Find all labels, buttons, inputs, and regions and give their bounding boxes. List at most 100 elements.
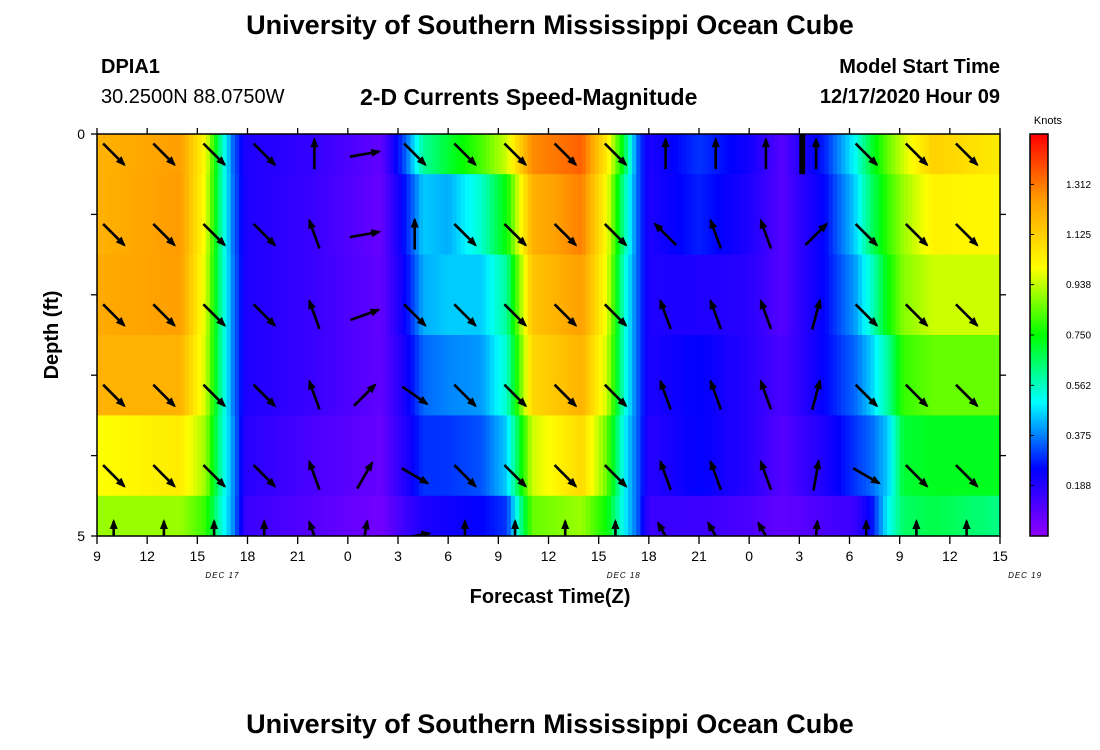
current-vector-arrow xyxy=(152,464,176,488)
heat-cell xyxy=(899,415,905,497)
vector-head xyxy=(812,137,821,148)
heat-cell xyxy=(134,415,140,497)
heat-cell xyxy=(335,134,341,175)
heat-cell xyxy=(356,495,361,536)
heat-cell xyxy=(561,335,566,416)
heat-cell xyxy=(661,254,667,336)
heat-cell xyxy=(573,134,579,175)
heat-cell xyxy=(184,134,190,175)
heat-cell xyxy=(995,415,1000,497)
heat-cell xyxy=(117,495,123,536)
heat-cell xyxy=(226,335,232,416)
heat-cell xyxy=(347,254,353,336)
heat-cell xyxy=(188,495,194,536)
heat-cell xyxy=(130,174,136,256)
heat-cell xyxy=(577,134,583,175)
current-vector-arrow xyxy=(503,464,528,488)
heat-cell xyxy=(866,415,871,497)
heat-cell xyxy=(172,335,178,416)
heat-cell xyxy=(556,134,562,175)
heat-cell xyxy=(979,134,984,175)
heat-cell xyxy=(816,335,821,416)
heat-cell xyxy=(699,495,704,536)
current-vector-arrow xyxy=(202,464,227,488)
heat-cell xyxy=(715,415,721,497)
heat-cell xyxy=(657,495,662,536)
current-vector-arrow xyxy=(954,222,979,247)
heat-cell xyxy=(765,174,771,256)
heat-cell xyxy=(828,335,834,416)
heat-cell xyxy=(711,495,717,536)
heat-cell xyxy=(494,134,499,175)
heat-cell xyxy=(398,254,403,336)
heat-cell xyxy=(598,134,604,175)
heat-cell xyxy=(874,415,880,497)
heat-cell xyxy=(632,174,637,256)
heat-cell xyxy=(197,174,203,256)
heat-cell xyxy=(673,335,679,416)
heat-cell xyxy=(828,495,834,536)
heat-cell xyxy=(456,495,462,536)
heat-cell xyxy=(176,415,182,497)
heat-cell xyxy=(285,335,290,416)
heat-cell xyxy=(908,254,913,336)
x-tick-label: 21 xyxy=(691,548,707,564)
heat-cell xyxy=(548,174,554,256)
heat-cell xyxy=(615,134,621,175)
heat-cell xyxy=(464,495,470,536)
heat-cell xyxy=(247,335,253,416)
heat-cell xyxy=(979,335,984,416)
heat-cell xyxy=(172,254,178,336)
heat-cell xyxy=(218,134,224,175)
heat-cell xyxy=(736,174,742,256)
current-vector-arrow xyxy=(854,142,879,167)
heat-cell xyxy=(410,174,416,256)
heat-cell xyxy=(920,415,926,497)
heat-cell xyxy=(749,415,754,497)
heat-cell xyxy=(519,495,525,536)
current-vector-arrow xyxy=(352,383,377,407)
heat-cell xyxy=(807,495,813,536)
heat-cell xyxy=(928,254,934,336)
heat-cell xyxy=(347,335,353,416)
vector-head xyxy=(517,156,528,167)
heat-cell xyxy=(979,415,984,497)
heat-cell xyxy=(389,134,395,175)
heat-cell xyxy=(142,254,148,336)
heat-cell xyxy=(958,254,963,336)
heat-cell xyxy=(552,415,558,497)
heat-cell xyxy=(765,335,771,416)
heat-cell xyxy=(489,134,495,175)
heat-cell xyxy=(101,134,106,175)
heat-cell xyxy=(356,415,361,497)
heat-cell xyxy=(260,174,265,256)
heat-cell xyxy=(163,134,169,175)
heat-cell xyxy=(678,134,683,175)
heat-cell xyxy=(109,134,115,175)
heat-cell xyxy=(540,495,545,536)
heat-cell xyxy=(519,415,525,497)
heat-cell xyxy=(569,174,575,256)
heat-cell xyxy=(774,415,780,497)
heat-cell xyxy=(811,254,817,336)
heat-cell xyxy=(431,335,437,416)
vector-head xyxy=(416,317,427,327)
heat-cell xyxy=(836,254,842,336)
heat-cell xyxy=(339,134,345,175)
heat-cell xyxy=(878,254,884,336)
heat-cell xyxy=(456,335,462,416)
heat-cell xyxy=(431,174,437,256)
heat-cell xyxy=(903,495,909,536)
heat-cell xyxy=(736,254,742,336)
heat-cell xyxy=(820,254,826,336)
heat-cell xyxy=(456,415,462,497)
heat-cell xyxy=(97,335,102,416)
heat-cell xyxy=(502,495,508,536)
heat-cell xyxy=(477,134,483,175)
heat-cell xyxy=(757,254,763,336)
vector-head xyxy=(709,459,718,471)
vector-head xyxy=(617,317,628,327)
heat-cell xyxy=(138,254,144,336)
heat-cell xyxy=(431,415,437,497)
heat-cell xyxy=(966,254,972,336)
